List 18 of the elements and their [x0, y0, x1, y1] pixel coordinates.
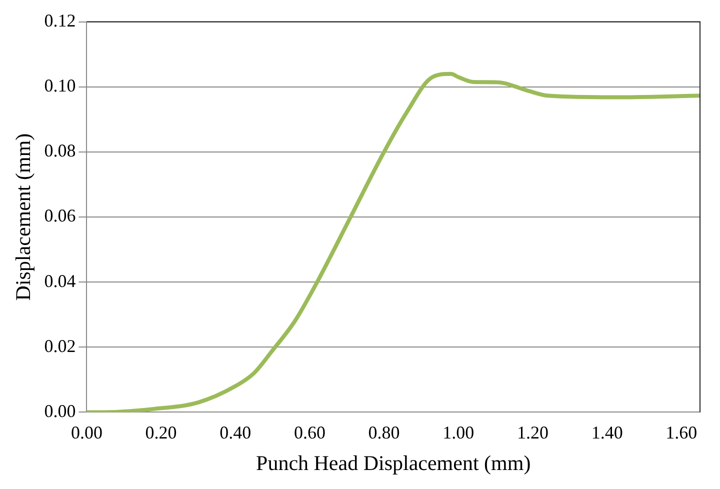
- x-tick-label: 0.00: [70, 422, 102, 443]
- x-axis-title: Punch Head Displacement (mm): [256, 450, 531, 475]
- y-tick-label: 0.10: [44, 76, 76, 96]
- y-tick-label: 0.06: [44, 206, 76, 226]
- x-tick-label: 0.20: [145, 422, 177, 443]
- x-tick-label: 0.40: [220, 422, 252, 443]
- y-tick-label: 0.04: [44, 270, 76, 291]
- y-axis-title: Displacement (mm): [11, 133, 36, 301]
- x-tick-label: 1.00: [442, 422, 474, 443]
- y-tick-label: 0.02: [44, 336, 76, 356]
- x-tick-label: 0.80: [368, 422, 400, 443]
- x-tick-label: 1.40: [591, 422, 623, 443]
- x-tick-label: 1.60: [666, 422, 698, 443]
- x-tick-label: 0.60: [294, 422, 326, 443]
- y-tick-label: 0.00: [44, 400, 76, 421]
- x-tick-label: 1.20: [516, 422, 548, 443]
- y-tick-label: 0.08: [44, 140, 76, 161]
- y-tick-label: 0.12: [44, 10, 76, 31]
